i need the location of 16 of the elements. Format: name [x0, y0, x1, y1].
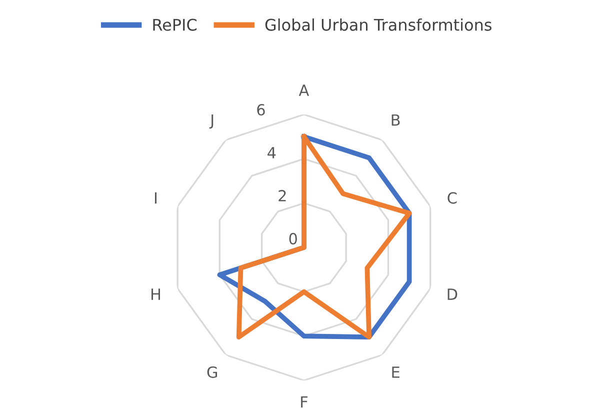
spoke-label: I	[154, 192, 156, 204]
spoke-label: C	[448, 192, 457, 204]
spoke-label: F	[301, 396, 308, 408]
spoke-label: H	[152, 288, 160, 300]
y-tick-label: 0	[289, 232, 297, 244]
spoke-label: G	[207, 366, 218, 378]
spoke-label: D	[448, 288, 458, 300]
spoke-label: J	[209, 114, 214, 129]
legend-label: RePIC	[153, 18, 197, 31]
y-tick-label: 4	[268, 147, 276, 158]
legend-label: Global Urban Transformtions	[265, 18, 492, 31]
spoke-label: E	[392, 366, 400, 378]
spoke-label: A	[298, 84, 310, 96]
spoke-label: B	[392, 114, 400, 126]
y-tick-label: 2	[278, 190, 286, 202]
y-tick-label: 6	[257, 104, 265, 116]
